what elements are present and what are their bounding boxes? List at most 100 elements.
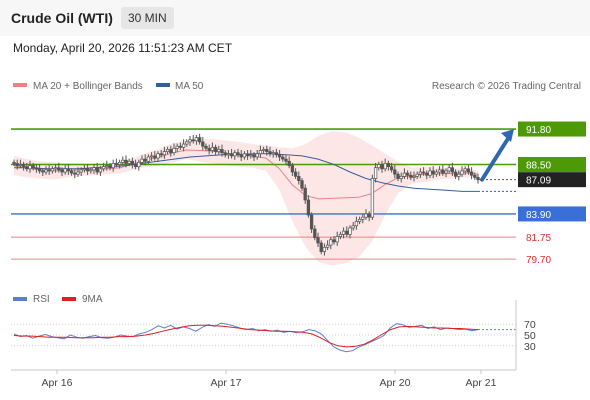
- candle-body: [172, 148, 176, 154]
- candle-body: [233, 152, 237, 157]
- candle-body: [181, 143, 186, 148]
- candle-body: [332, 239, 336, 243]
- candle-body: [18, 164, 23, 166]
- datetime-label: Monday, April 20, 2026 11:51:23 AM CET: [13, 41, 233, 55]
- candle-body: [399, 175, 403, 179]
- candle-body: [98, 168, 103, 173]
- candle-body: [319, 242, 323, 252]
- candle-body: [325, 244, 330, 248]
- candle-body: [261, 149, 266, 151]
- candle-body: [249, 154, 253, 157]
- candle-body: [373, 167, 378, 179]
- candle-body: [191, 139, 195, 142]
- candle-body: [354, 221, 359, 227]
- candle-body: [335, 236, 339, 243]
- rsi-ma-legend-label: 9MA: [82, 294, 103, 305]
- candle-body: [405, 172, 410, 176]
- resistance-label: 88.50: [526, 161, 551, 172]
- candle-body: [47, 169, 51, 172]
- ma50-legend-label: MA 50: [175, 81, 204, 92]
- support-label: 83.90: [526, 210, 551, 221]
- candle-body: [63, 168, 67, 173]
- candles: [12, 133, 480, 256]
- x-tick-label: Apr 17: [211, 377, 242, 389]
- candle-body: [396, 173, 400, 179]
- candle-body: [412, 175, 416, 178]
- level-labels: 91.80 88.50 87.09 83.90 81.75 79.70: [518, 121, 586, 266]
- candle-body: [114, 163, 119, 165]
- candle-body: [197, 137, 202, 143]
- bollinger-bands: [13, 131, 479, 266]
- last-price-label-box: [518, 172, 586, 188]
- candle-body: [309, 214, 314, 230]
- candle-body: [201, 141, 205, 147]
- forecast-arrow-shaft: [480, 135, 511, 182]
- candle-body: [293, 171, 298, 177]
- candle-body: [229, 153, 234, 157]
- candle-body: [156, 153, 160, 159]
- candle-body: [12, 162, 16, 164]
- candle-body: [351, 225, 355, 229]
- credit-label: Research © 2026 Trading Central: [432, 81, 581, 92]
- candle-body: [377, 164, 381, 169]
- x-tick-label: Apr 16: [42, 377, 73, 389]
- candle-body: [25, 166, 29, 170]
- candle-body: [418, 171, 423, 175]
- candle-body: [165, 149, 170, 152]
- candle-body: [169, 149, 173, 154]
- candle-body: [463, 168, 467, 172]
- candle-body: [140, 158, 144, 163]
- candle-body: [239, 154, 243, 158]
- candle-body: [92, 167, 96, 171]
- candle-body: [37, 168, 42, 172]
- rsi-line: [13, 322, 479, 353]
- candle-body: [28, 165, 32, 170]
- last-price-label: 87.09: [526, 176, 551, 187]
- candle-body: [274, 152, 279, 156]
- candle-body: [393, 169, 397, 175]
- resistance-label-box: [518, 157, 586, 172]
- candle-body: [210, 146, 215, 151]
- candle-body: [265, 149, 269, 152]
- candle-body: [361, 216, 365, 220]
- x-axis: Apr 16 Apr 17 Apr 20 Apr 21: [42, 370, 497, 389]
- candle-body: [146, 156, 151, 162]
- candle-body: [159, 153, 163, 156]
- bollinger-legend-swatch: [13, 83, 27, 87]
- rsi-legend-label: RSI: [33, 294, 50, 305]
- timeframe-badge[interactable]: 30 MIN: [121, 7, 174, 29]
- candle-body: [300, 180, 304, 189]
- candle-body: [338, 234, 343, 237]
- candle-body: [79, 169, 83, 173]
- candle-body: [60, 169, 64, 173]
- candle-body: [105, 165, 109, 167]
- candle-body: [322, 246, 327, 252]
- rsi-tick-label: 50: [524, 330, 536, 342]
- candle-body: [431, 170, 435, 175]
- candle-body: [130, 160, 135, 165]
- candle-body: [34, 167, 39, 170]
- candle-body: [287, 160, 291, 166]
- candle-body: [444, 170, 448, 174]
- candle-body: [124, 159, 128, 164]
- candle-body: [329, 239, 333, 246]
- candle-body: [268, 151, 272, 155]
- candle-body: [306, 199, 311, 216]
- candle-body: [15, 163, 19, 166]
- candle-body: [415, 173, 419, 177]
- candle-body: [121, 159, 125, 163]
- candle-body: [425, 172, 429, 176]
- support-label-box: [518, 206, 586, 222]
- rsi-legend-swatch: [13, 297, 27, 301]
- candle-body: [242, 153, 247, 158]
- bollinger-band-fill: [14, 131, 478, 266]
- x-tick-label: Apr 20: [380, 377, 411, 389]
- candle-body: [453, 171, 458, 177]
- candle-body: [108, 165, 112, 169]
- candle-body: [434, 171, 439, 175]
- candle-body: [89, 169, 93, 172]
- candle-body: [149, 155, 154, 158]
- header-bar: Crude Oil (WTI) 30 MIN: [0, 0, 590, 36]
